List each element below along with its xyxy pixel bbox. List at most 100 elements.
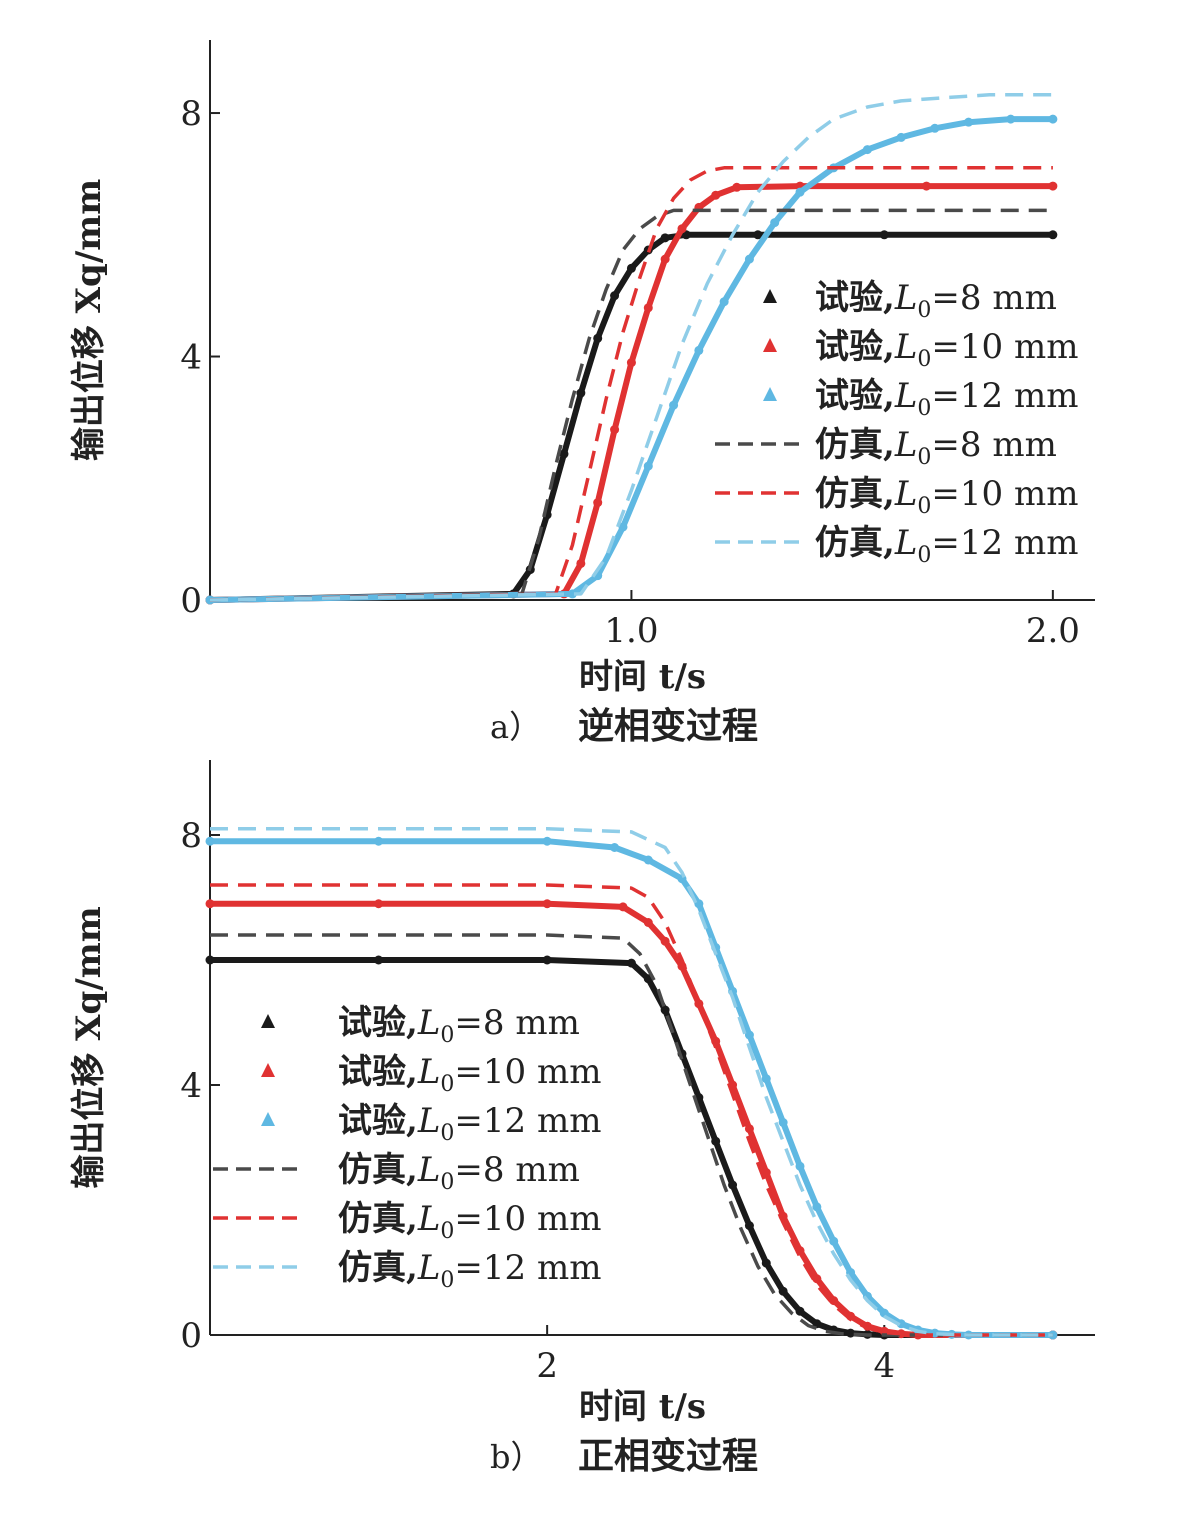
data-point (576, 558, 586, 568)
legend-marker-2 (261, 1112, 275, 1126)
data-point (593, 498, 603, 508)
data-point (829, 1236, 839, 1246)
legend-label-3: 仿真,L0=8 mm (338, 1150, 580, 1195)
data-point (610, 291, 620, 301)
data-point (677, 224, 687, 234)
legend-label-1: 试验,L0=10 mm (815, 327, 1078, 372)
data-point (1048, 230, 1058, 240)
series-line-2 (207, 116, 1056, 603)
series-line-5 (209, 93, 1053, 602)
x-tick-label: 2.0 (1026, 611, 1080, 651)
data-point (770, 218, 780, 228)
series-line-1 (207, 900, 1056, 1338)
data-point (205, 899, 215, 909)
data-point (374, 836, 384, 846)
data-point (812, 1274, 822, 1284)
data-point (542, 836, 552, 846)
x-axis-label: 时间 t/s (579, 1387, 706, 1427)
y-tick-label: 8 (180, 816, 202, 856)
data-point (711, 1136, 721, 1146)
data-point (862, 145, 872, 155)
data-point (1006, 114, 1016, 124)
data-point (778, 1286, 788, 1296)
legend-label-4: 仿真,L0=10 mm (815, 474, 1078, 519)
chart-panel-a: 0 4 8 1.0 2.0 时间 t/s 输出位移 Xq/mm 试验,L0=8 mm试验,L0… (69, 40, 1095, 747)
caption-text: 正相变过程 (578, 1435, 758, 1477)
data-point (567, 589, 577, 599)
data-point (542, 899, 552, 909)
data-point (964, 117, 974, 127)
data-point (761, 1258, 771, 1268)
y-axis-label: 输出位移 Xq/mm (69, 906, 109, 1188)
data-point (559, 449, 569, 459)
legend-label-0: 试验,L0=8 mm (815, 278, 1057, 323)
y-tick-label: 8 (180, 94, 202, 134)
data-point (576, 388, 586, 398)
x-tick-label: 2 (536, 1346, 558, 1386)
legend-marker-1 (261, 1063, 275, 1077)
data-point (618, 522, 628, 532)
data-point (660, 233, 670, 243)
data-point (618, 902, 628, 912)
data-point (896, 132, 906, 142)
data-point (1048, 114, 1058, 124)
legend-label-5: 仿真,L0=12 mm (338, 1248, 601, 1293)
data-point (660, 254, 670, 264)
data-point (795, 1161, 805, 1171)
y-axis-label: 输出位移 Xq/mm (69, 179, 109, 461)
data-point (626, 263, 636, 273)
data-point (744, 1124, 754, 1134)
chart-panel-b: 0 4 8 2 4 时间 t/s 输出位移 Xq/mm 试验,L0=8 mm试验,L0=10 … (69, 760, 1095, 1477)
data-point (610, 843, 620, 852)
data-point (732, 182, 742, 192)
y-tick-label: 4 (180, 1066, 202, 1106)
data-point (626, 958, 636, 968)
data-point (205, 955, 215, 965)
data-point (761, 1074, 771, 1084)
data-point (778, 1118, 788, 1127)
data-point (643, 855, 653, 865)
y-tick-label: 0 (180, 1316, 202, 1356)
y-tick-label: 0 (180, 581, 202, 621)
data-point (626, 358, 636, 368)
data-point (879, 230, 889, 240)
series-line-0 (207, 957, 1056, 1338)
data-point (829, 1296, 839, 1306)
data-point (643, 303, 653, 313)
data-point (753, 230, 763, 240)
legend-label-3: 仿真,L0=8 mm (815, 425, 1057, 470)
series-line-4 (210, 883, 1053, 1337)
data-point (921, 181, 931, 191)
x-axis-label: 时间 t/s (579, 657, 706, 697)
data-point (374, 955, 384, 965)
series-line-3 (209, 208, 1053, 602)
legend-label-4: 仿真,L0=10 mm (338, 1199, 601, 1244)
data-point (795, 187, 805, 197)
data-point (879, 1308, 889, 1318)
legend-marker-1 (763, 338, 777, 352)
x-tick-label: 1.0 (604, 611, 658, 651)
data-point (593, 333, 603, 343)
data-point (205, 836, 215, 846)
series-line-4 (209, 166, 1053, 602)
legend-marker-0 (763, 289, 777, 303)
data-point (728, 1180, 738, 1190)
y-tick-label: 4 (180, 338, 202, 378)
data-point (711, 190, 721, 200)
series-line-3 (210, 933, 1053, 1337)
x-tick-label: 4 (873, 1346, 895, 1386)
data-point (610, 425, 620, 435)
legend-label-5: 仿真,L0=12 mm (815, 523, 1078, 568)
data-point (643, 461, 653, 471)
legend-label-2: 试验,L0=12 mm (338, 1101, 601, 1146)
data-point (643, 918, 653, 927)
data-point (660, 936, 670, 946)
data-point (669, 400, 679, 410)
data-point (542, 955, 552, 965)
data-point (660, 1005, 670, 1015)
data-point (846, 1328, 856, 1338)
data-point (744, 1221, 754, 1231)
legend-label-1: 试验,L0=10 mm (338, 1052, 601, 1097)
data-point (374, 899, 384, 909)
